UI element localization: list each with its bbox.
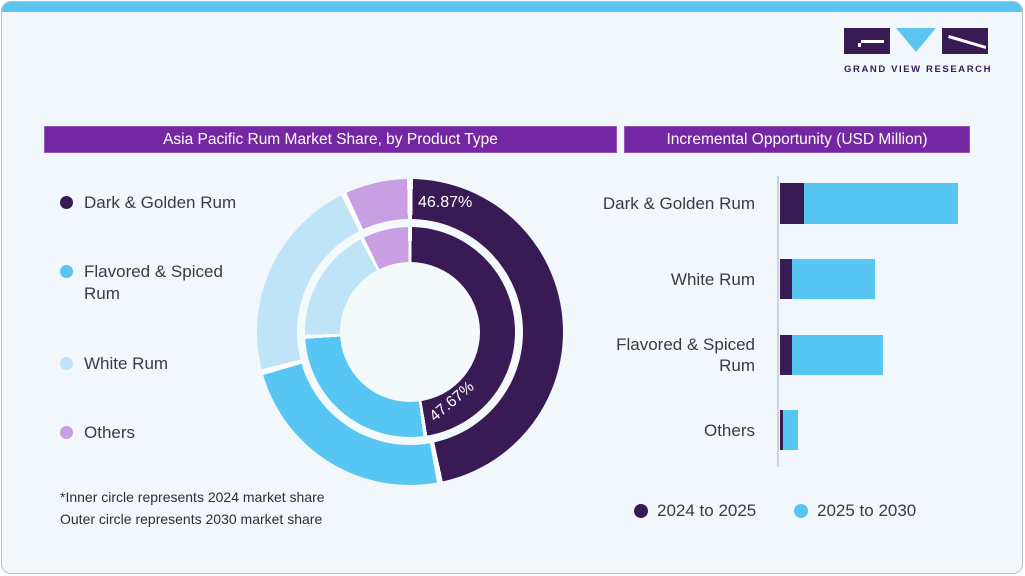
legend-item: Others: [60, 422, 265, 444]
legend-item: Flavored & Spiced Rum: [60, 261, 265, 305]
legend-dot-icon: [60, 357, 73, 370]
bar-legend-label: 2025 to 2030: [817, 501, 917, 520]
legend-dot-icon: [60, 426, 73, 439]
gvr-logo-icon: [844, 28, 988, 54]
bar-row-label: Others: [703, 420, 755, 440]
bar-segment-2024-to-2025: [780, 410, 783, 450]
bar-segment-2025-to-2030: [804, 183, 958, 224]
footnote-line-1: *Inner circle represents 2024 market sha…: [60, 489, 325, 505]
bar-segment-2025-to-2030: [791, 259, 875, 299]
bar-chart-axis-line: [777, 176, 779, 467]
bar-row-label: Dark & Golden Rum: [602, 194, 755, 213]
legend-dot-icon: [634, 504, 648, 518]
legend-item-label: Dark & Golden Rum: [84, 193, 237, 212]
legend-dot-icon: [60, 265, 73, 278]
legend-dot-icon: [60, 196, 73, 209]
bar-segment-2024-to-2025: [780, 259, 792, 299]
legend-item: White Rum: [60, 353, 265, 375]
bar-segment-2024-to-2025: [780, 335, 792, 375]
bar-legend-label: 2024 to 2025: [657, 501, 757, 520]
bar-segment-2025-to-2030: [791, 335, 883, 375]
footnote-line-2: Outer circle represents 2030 market shar…: [60, 511, 323, 527]
bar-legend-item: 2025 to 2030: [794, 501, 916, 521]
bar-legend-item: 2024 to 2025: [634, 501, 756, 521]
donut-outer-share-label: 46.87%: [418, 194, 473, 211]
bar-chart-title: Incremental Opportunity (USD Million): [624, 126, 970, 153]
chart-footnote: *Inner circle represents 2024 market sha…: [60, 486, 325, 530]
bar-row: [780, 335, 883, 375]
legend-dot-icon: [794, 504, 808, 518]
donut-hole: [340, 262, 480, 402]
top-accent-bar: [2, 2, 1022, 12]
bar-row: [780, 410, 798, 450]
bar-row: [780, 259, 875, 299]
bar-row: [780, 183, 958, 224]
bar-row-label: Flavored & Spiced Rum: [616, 335, 755, 375]
legend-item-label: Others: [84, 423, 136, 442]
gvr-logo: GRAND VIEW RESEARCH: [844, 28, 992, 75]
bar-segment-2025-to-2030: [783, 410, 798, 450]
legend-item: Dark & Golden Rum: [60, 192, 265, 214]
legend-item-label: White Rum: [84, 354, 169, 373]
gvr-logo-text: GRAND VIEW RESEARCH: [844, 64, 993, 75]
donut-chart: 46.87% 47.67%: [257, 179, 563, 485]
donut-chart-title: Asia Pacific Rum Market Share, by Produc…: [44, 126, 617, 153]
legend-item-label: Flavored & Spiced Rum: [84, 262, 223, 303]
bar-segment-2024-to-2025: [780, 183, 804, 224]
bar-row-label: White Rum: [670, 269, 755, 289]
